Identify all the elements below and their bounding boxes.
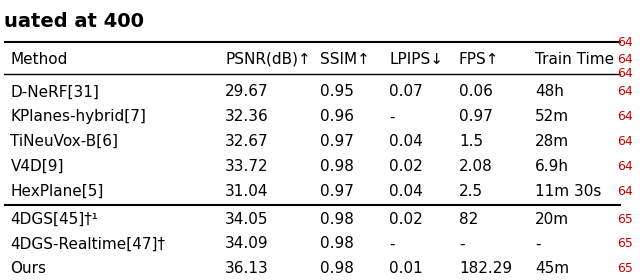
Text: SSIM↑: SSIM↑ (320, 52, 370, 67)
Text: 64: 64 (617, 135, 633, 148)
Text: D-NeRF[31]: D-NeRF[31] (10, 85, 99, 99)
Text: TiNeuVox-B[6]: TiNeuVox-B[6] (10, 134, 118, 149)
Text: 0.97: 0.97 (459, 109, 493, 124)
Text: HexPlane[5]: HexPlane[5] (10, 184, 104, 199)
Text: 48h: 48h (535, 85, 564, 99)
Text: 34.09: 34.09 (225, 236, 269, 251)
Text: 0.06: 0.06 (459, 85, 493, 99)
Text: 182.29: 182.29 (459, 261, 512, 276)
Text: 1.5: 1.5 (459, 134, 483, 149)
Text: 65: 65 (617, 237, 633, 250)
Text: 4DGS[45]†¹: 4DGS[45]†¹ (10, 211, 99, 227)
Text: 45m: 45m (535, 261, 569, 276)
Text: 64: 64 (617, 67, 633, 80)
Text: -: - (535, 236, 540, 251)
Text: 0.98: 0.98 (320, 211, 354, 227)
Text: 2.5: 2.5 (459, 184, 483, 199)
Text: 64: 64 (617, 160, 633, 173)
Text: 0.04: 0.04 (390, 134, 423, 149)
Text: -: - (390, 109, 395, 124)
Text: 0.07: 0.07 (390, 85, 423, 99)
Text: 0.98: 0.98 (320, 236, 354, 251)
Text: 29.67: 29.67 (225, 85, 269, 99)
Text: uated at 400: uated at 400 (4, 12, 144, 31)
Text: 64: 64 (617, 185, 633, 198)
Text: Train Time: Train Time (535, 52, 614, 67)
Text: 0.02: 0.02 (390, 159, 423, 174)
Text: 4DGS-Realtime[47]†: 4DGS-Realtime[47]† (10, 236, 166, 251)
Text: 32.36: 32.36 (225, 109, 269, 124)
Text: 64: 64 (617, 53, 633, 66)
Text: 2.08: 2.08 (459, 159, 493, 174)
Text: 33.72: 33.72 (225, 159, 269, 174)
Text: 52m: 52m (535, 109, 569, 124)
Text: 65: 65 (617, 262, 633, 275)
Text: 0.97: 0.97 (320, 134, 354, 149)
Text: LPIPS↓: LPIPS↓ (390, 52, 444, 67)
Text: 34.05: 34.05 (225, 211, 269, 227)
Text: 0.02: 0.02 (390, 211, 423, 227)
Text: PSNR(dB)↑: PSNR(dB)↑ (225, 52, 311, 67)
Text: 0.01: 0.01 (390, 261, 423, 276)
Text: 64: 64 (617, 36, 633, 49)
Text: Ours: Ours (10, 261, 47, 276)
Text: 64: 64 (617, 110, 633, 123)
Text: 0.95: 0.95 (320, 85, 354, 99)
Text: FPS↑: FPS↑ (459, 52, 499, 67)
Text: 64: 64 (617, 85, 633, 99)
Text: -: - (459, 236, 465, 251)
Text: 28m: 28m (535, 134, 569, 149)
Text: 0.98: 0.98 (320, 159, 354, 174)
Text: 0.98: 0.98 (320, 261, 354, 276)
Text: 0.97: 0.97 (320, 184, 354, 199)
Text: 31.04: 31.04 (225, 184, 269, 199)
Text: 11m 30s: 11m 30s (535, 184, 601, 199)
Text: 6.9h: 6.9h (535, 159, 569, 174)
Text: V4D[9]: V4D[9] (10, 159, 64, 174)
Text: 82: 82 (459, 211, 478, 227)
Text: KPlanes-hybrid[7]: KPlanes-hybrid[7] (10, 109, 147, 124)
Text: 20m: 20m (535, 211, 569, 227)
Text: -: - (390, 236, 395, 251)
Text: 32.67: 32.67 (225, 134, 269, 149)
Text: Method: Method (10, 52, 68, 67)
Text: 0.04: 0.04 (390, 184, 423, 199)
Text: 0.96: 0.96 (320, 109, 354, 124)
Text: 36.13: 36.13 (225, 261, 269, 276)
Text: 65: 65 (617, 213, 633, 225)
